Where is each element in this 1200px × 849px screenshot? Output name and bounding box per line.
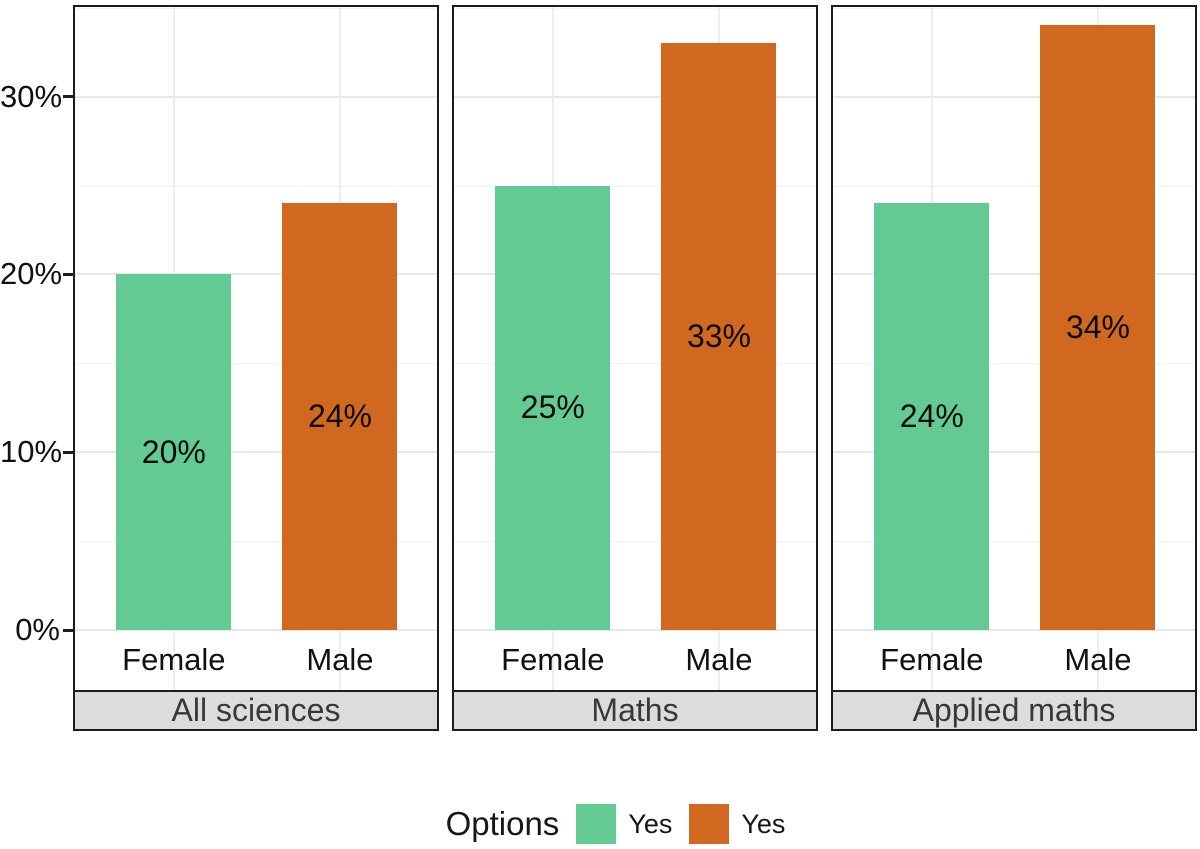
- y-tick-mark: [63, 272, 74, 276]
- category-label-female: Female: [122, 642, 226, 677]
- y-tick-mark: [63, 95, 74, 99]
- major-gridline: [833, 95, 1195, 98]
- bar-female-maths: 25%: [495, 185, 611, 630]
- minor-gridline: [454, 363, 816, 365]
- legend-entry-1: Yes: [689, 804, 785, 844]
- bar-male-maths: 33%: [661, 43, 777, 630]
- category-label-female: Female: [880, 642, 984, 677]
- facet-panel-applied-maths: 24% Female 34% Male Applied maths: [831, 5, 1197, 731]
- bar-female-applied-maths: 24%: [874, 203, 990, 630]
- minor-gridline: [75, 541, 437, 543]
- facet-strip-label: All sciences: [171, 692, 341, 728]
- major-gridline: [454, 629, 816, 631]
- facet-panel-all-sciences: 20% Female 24% Male All sciences: [73, 5, 439, 731]
- major-gridline: [75, 451, 437, 454]
- bar-value-label: 24%: [307, 398, 372, 435]
- category-label-male: Male: [685, 642, 753, 677]
- minor-gridline: [75, 7, 437, 9]
- facet-strip-all-sciences: All sciences: [75, 690, 437, 729]
- major-gridline: [833, 451, 1195, 454]
- bar-female-all-sciences: 20%: [116, 274, 232, 630]
- major-gridline: [75, 95, 437, 98]
- minor-gridline: [833, 363, 1195, 365]
- y-axis: 0% 10% 20% 30%: [0, 0, 75, 740]
- bar-value-label: 33%: [686, 318, 751, 355]
- bar-value-label: 20%: [141, 433, 206, 470]
- y-tick-label-20: 20%: [0, 256, 63, 292]
- y-tick-mark: [63, 450, 74, 454]
- legend-entries: Yes Yes: [576, 804, 802, 844]
- bar-male-applied-maths: 34%: [1040, 25, 1156, 630]
- minor-gridline: [454, 7, 816, 9]
- y-tick-label-10: 10%: [0, 434, 63, 470]
- plot-area-maths: 25% Female 33% Male: [454, 7, 816, 690]
- facet-strip-applied-maths: Applied maths: [833, 690, 1195, 729]
- legend-entry-label: Yes: [741, 808, 786, 839]
- legend-swatch-1: [689, 804, 730, 844]
- legend-entry-0: Yes: [576, 804, 672, 844]
- plot-area-applied-maths: 24% Female 34% Male: [833, 7, 1195, 690]
- major-gridline: [454, 95, 816, 98]
- bar-value-label: 25%: [520, 389, 585, 426]
- legend-swatch-0: [576, 804, 617, 844]
- category-label-male: Male: [306, 642, 374, 677]
- minor-gridline: [833, 185, 1195, 187]
- legend: Options Yes Yes: [24, 799, 1200, 849]
- facet-panel-maths: 25% Female 33% Male Maths: [452, 5, 818, 731]
- facet-strip-label: Maths: [591, 692, 679, 728]
- bar-value-label: 24%: [899, 398, 964, 435]
- minor-gridline: [75, 185, 437, 187]
- major-gridline: [454, 273, 816, 276]
- category-label-male: Male: [1064, 642, 1132, 677]
- facet-strip-label: Applied maths: [912, 692, 1116, 728]
- minor-gridline: [833, 7, 1195, 9]
- legend-entry-label: Yes: [628, 808, 673, 839]
- legend-title: Options: [445, 805, 560, 842]
- minor-gridline: [75, 363, 437, 365]
- major-gridline: [833, 273, 1195, 276]
- minor-gridline: [454, 185, 816, 187]
- category-label-female: Female: [501, 642, 605, 677]
- bar-male-all-sciences: 24%: [282, 203, 398, 630]
- y-tick-label-30: 30%: [0, 78, 63, 114]
- y-tick-label-0: 0%: [15, 612, 60, 647]
- bar-value-label: 34%: [1065, 309, 1130, 346]
- major-gridline: [75, 629, 437, 631]
- minor-gridline: [454, 541, 816, 543]
- major-gridline: [833, 629, 1195, 631]
- facet-strip-maths: Maths: [454, 690, 816, 729]
- major-gridline: [454, 451, 816, 454]
- minor-gridline: [833, 541, 1195, 543]
- facet-panels: 20% Female 24% Male All sciences 25% Female 33%…: [73, 5, 1197, 731]
- major-gridline: [75, 273, 437, 276]
- plot-area-all-sciences: 20% Female 24% Male: [75, 7, 437, 690]
- y-tick-mark: [63, 628, 74, 632]
